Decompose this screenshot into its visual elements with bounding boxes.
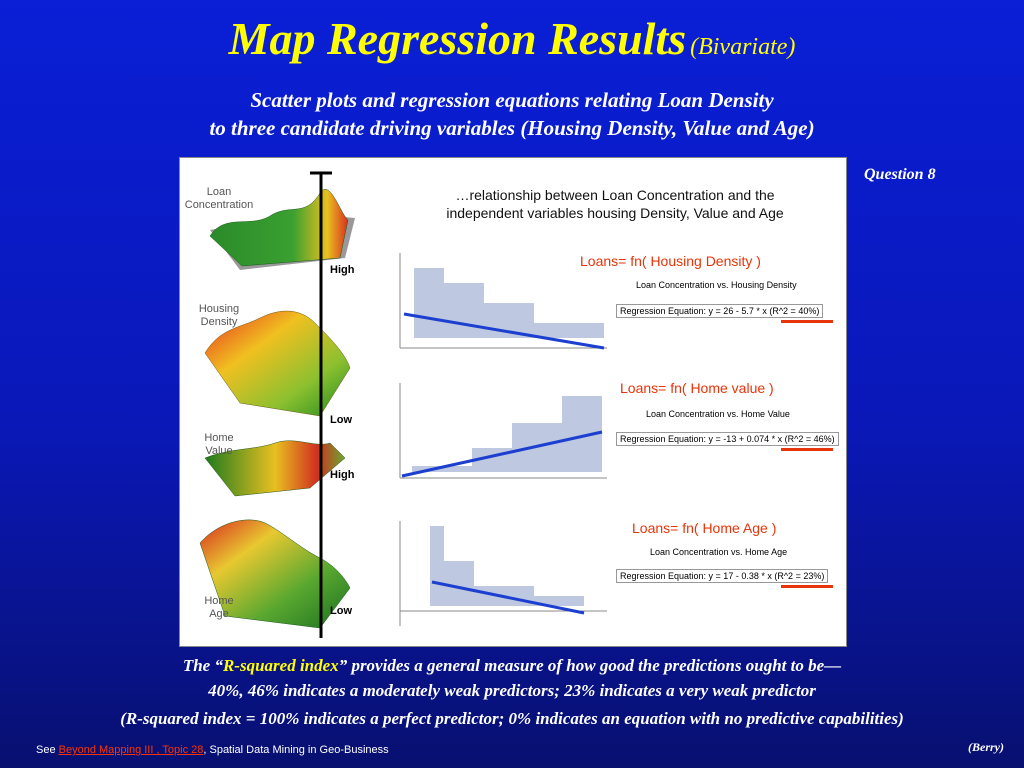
title-main: Map Regression Results (228, 13, 687, 64)
slide-subtitle: Scatter plots and regression equations r… (0, 86, 1024, 142)
slide-title: Map Regression Results (Bivariate) (0, 12, 1024, 65)
figure-panel: Loan Concentration Housing Density Home Val… (179, 157, 847, 647)
fn-value: Loans= fn( Home value ) (620, 380, 774, 396)
equation-value: Regression Equation: y = -13 + 0.074 * x… (616, 432, 839, 446)
loan-surface (209, 189, 349, 267)
label-home-age: Home Age (204, 595, 234, 620)
value-surface (204, 440, 346, 497)
chart-title-value: Loan Concentration vs. Home Value (646, 409, 790, 419)
scatter-plot-housing (399, 253, 607, 350)
pole-low-1: Low (330, 414, 352, 426)
author-credit: (Berry) (968, 740, 1004, 754)
regression-line-housing (403, 312, 605, 350)
bottom-line-3: (R-squared index = 100% indicates a perf… (120, 709, 904, 728)
chart-title-housing: Loan Concentration vs. Housing Density (636, 280, 797, 290)
footer: See Beyond Mapping III , Topic 28, Spati… (36, 744, 389, 756)
footer-link[interactable]: Beyond Mapping III , Topic 28 (58, 744, 204, 756)
housing-surface (204, 310, 351, 417)
surfaces-illustration (199, 171, 355, 638)
figure-heading: …relationship between Loan Concentration… (446, 187, 784, 221)
r-squared-highlight: R-squared index (222, 656, 339, 675)
equation-age: Regression Equation: y = 17 - 0.38 * x (… (616, 569, 829, 583)
pole-low-2: Low (330, 605, 352, 617)
subtitle-line-2: to three candidate driving variables (Ho… (209, 116, 815, 140)
underline-housing (781, 320, 833, 323)
bottom-line-2: 40%, 46% indicates a moderately weak pre… (208, 681, 816, 700)
question-label: Question 8 (864, 166, 936, 183)
bottom-line-1: The “R-squared index” provides a general… (182, 656, 842, 675)
age-surface (199, 519, 351, 629)
scatter-plot-age (399, 521, 607, 626)
regression-line-value (401, 430, 603, 478)
underline-age (781, 585, 833, 588)
pole-high-1: High (330, 264, 355, 276)
label-loan-concentration: Loan Concentration (184, 186, 254, 211)
label-home-value: Home Value (204, 432, 234, 457)
regression-line-age (431, 580, 585, 615)
subtitle-line-1: Scatter plots and regression equations r… (250, 88, 774, 112)
title-sub: (Bivariate) (690, 34, 796, 60)
fn-housing: Loans= fn( Housing Density ) (580, 253, 761, 269)
label-housing-density: Housing Density (198, 303, 240, 328)
pole-high-2: High (330, 469, 355, 481)
fn-age: Loans= fn( Home Age ) (632, 520, 777, 536)
chart-title-age: Loan Concentration vs. Home Age (650, 547, 788, 557)
equation-housing: Regression Equation: y = 26 - 5.7 * x (R… (616, 304, 824, 318)
underline-value (781, 448, 833, 451)
scatter-plot-value (399, 383, 607, 479)
